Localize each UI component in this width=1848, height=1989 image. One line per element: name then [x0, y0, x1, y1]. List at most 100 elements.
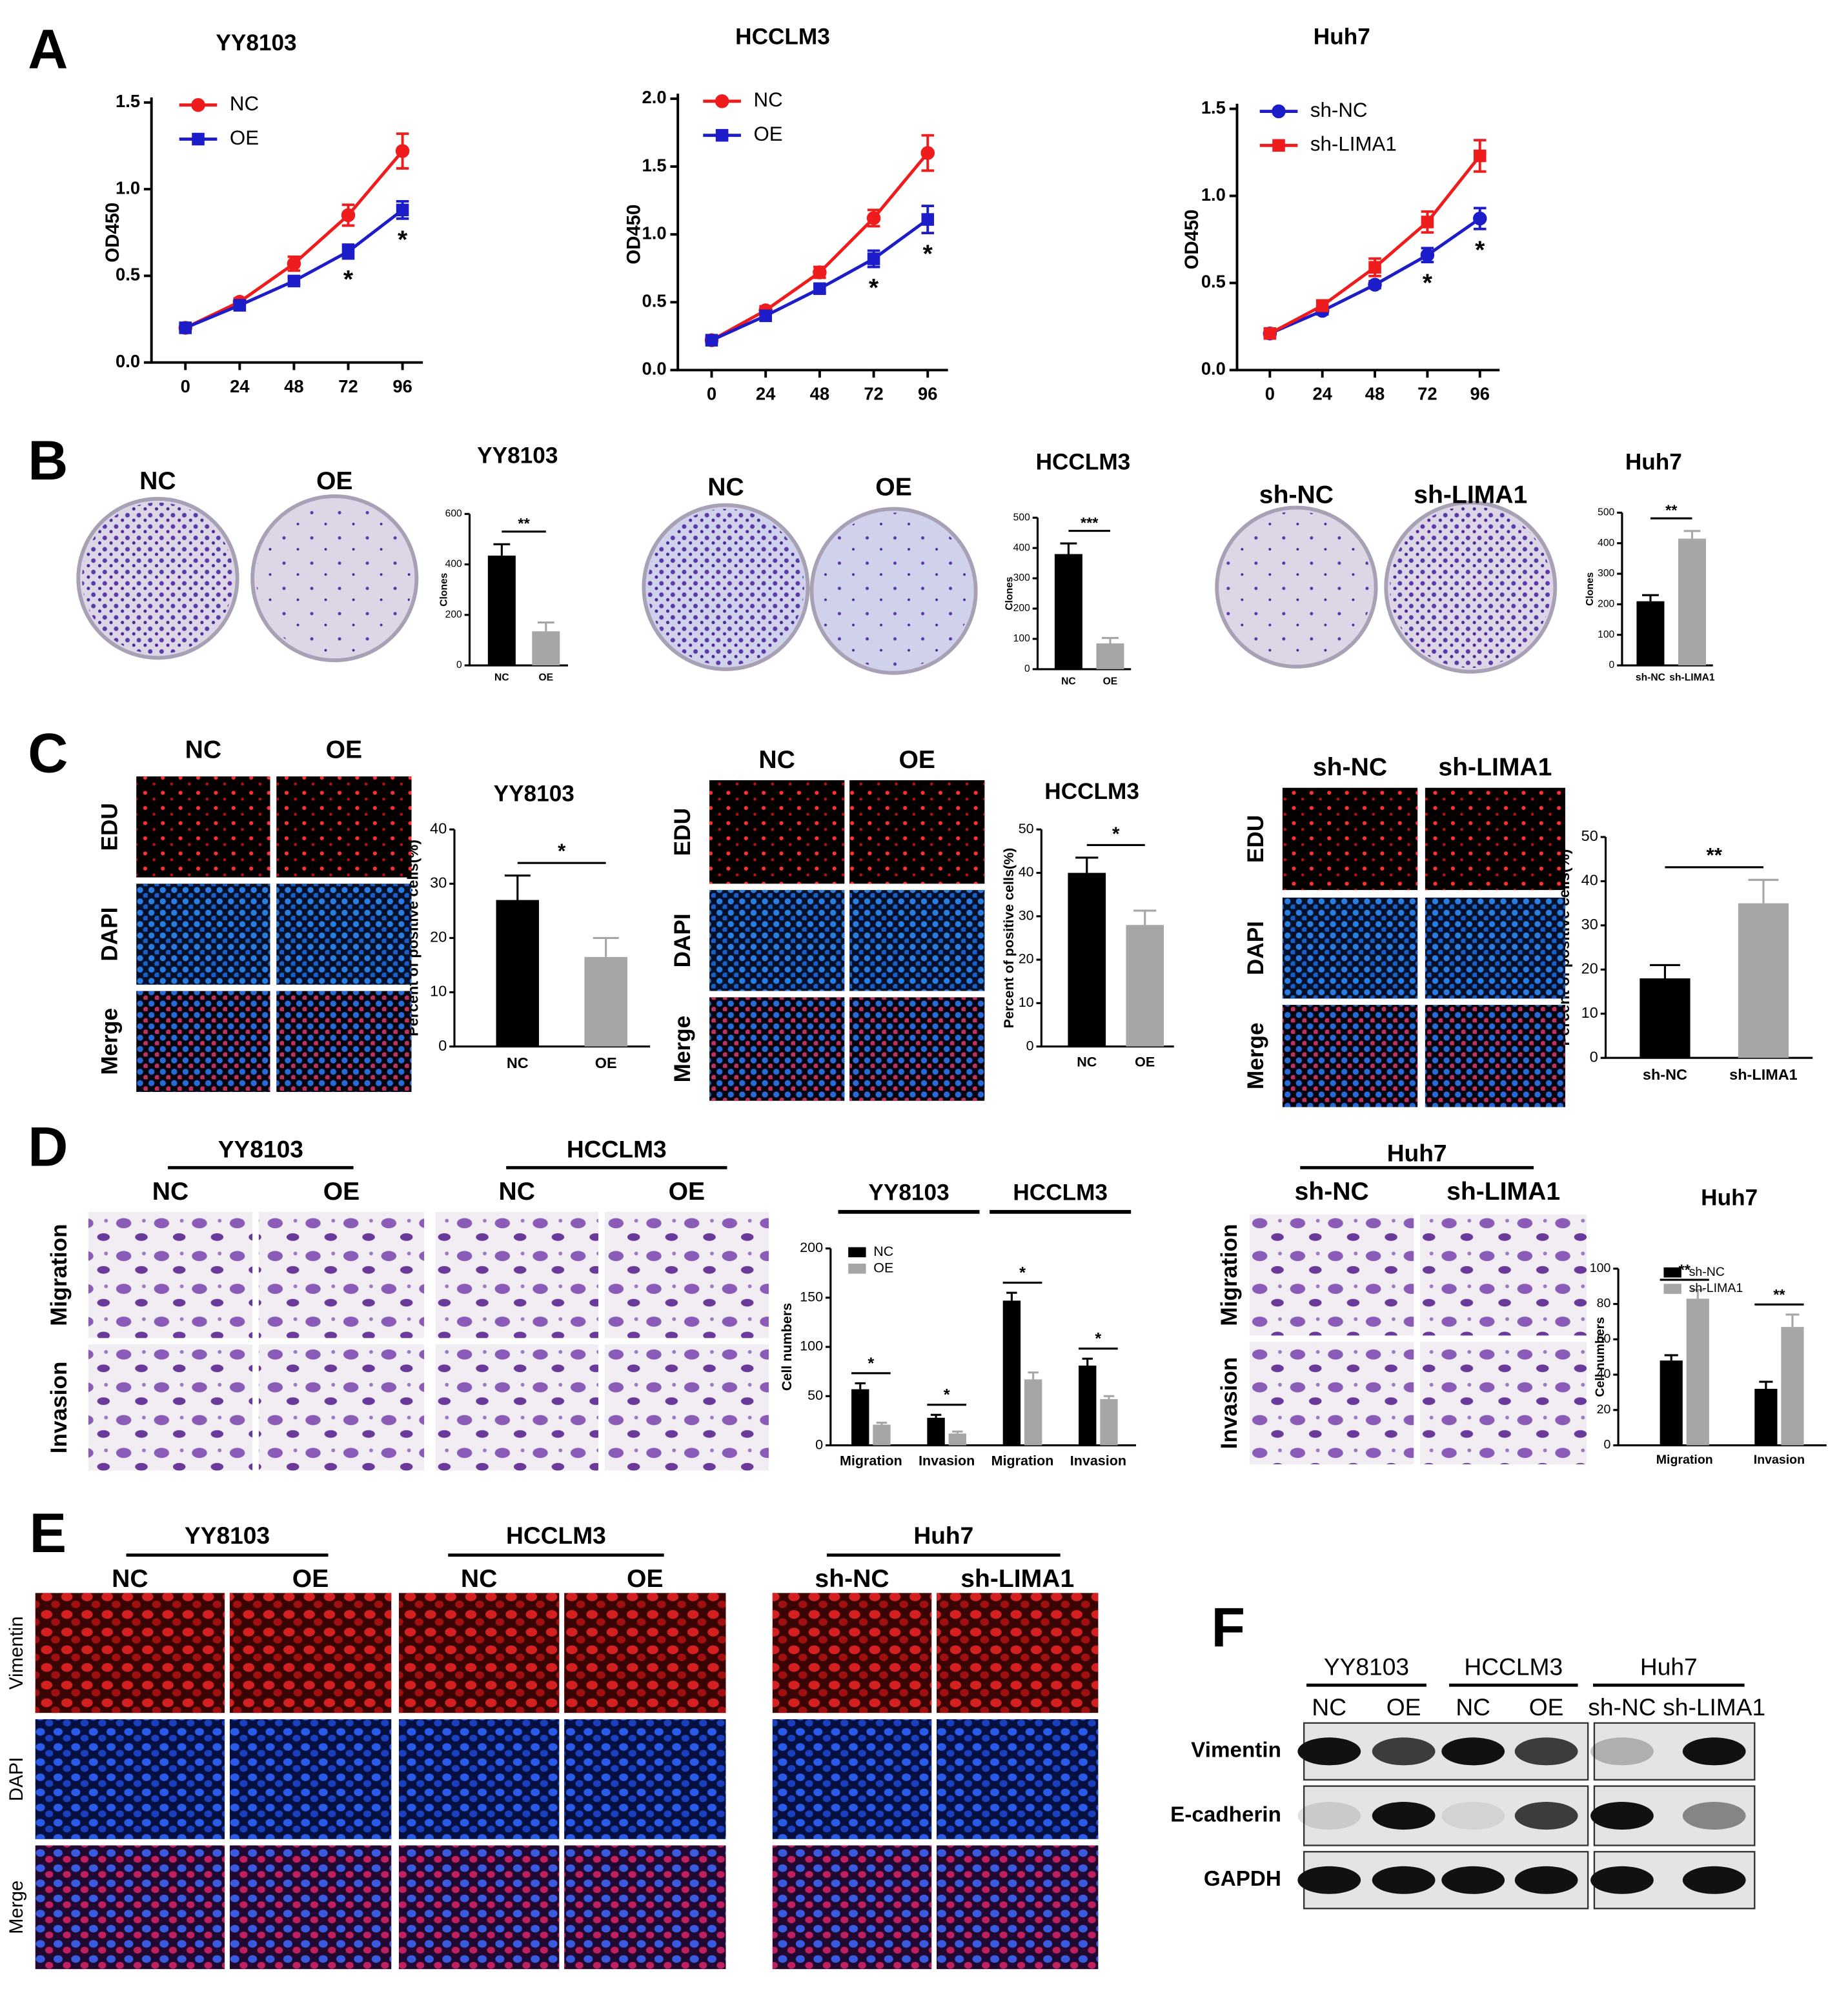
micrograph-texture — [772, 1845, 932, 1970]
micrograph-texture — [435, 1344, 598, 1471]
significance: *** — [1081, 514, 1099, 531]
column-label: sh-NC — [1313, 754, 1387, 782]
marker — [1472, 211, 1487, 226]
blot-band — [1514, 1802, 1578, 1830]
error-bar — [876, 1421, 888, 1425]
marker — [395, 144, 410, 158]
x-tick-label: Migration — [1656, 1453, 1713, 1467]
micrograph-texture — [136, 776, 270, 878]
marker — [1421, 216, 1434, 228]
legend-marker — [191, 97, 205, 112]
error-bar — [1103, 1395, 1115, 1399]
column-label: OE — [326, 736, 363, 763]
y-tick-label: 100 — [1590, 1261, 1611, 1275]
blot-band — [1682, 1866, 1746, 1894]
column-label: OE — [669, 1178, 706, 1206]
y-tick-label: 0.0 — [642, 359, 667, 379]
y-tick-label: 0.5 — [116, 265, 140, 285]
significance: * — [1112, 823, 1120, 845]
error-bar — [1060, 542, 1077, 554]
marker — [1368, 278, 1382, 292]
legend-marker — [1272, 104, 1286, 119]
blot-band — [1297, 1802, 1361, 1830]
bar — [927, 1417, 945, 1446]
blot-band — [1514, 1737, 1578, 1766]
micrograph-texture — [276, 883, 412, 985]
blot-band — [1372, 1737, 1436, 1766]
marker — [813, 265, 827, 279]
lane-label: NC — [1456, 1693, 1490, 1721]
error-bar — [1759, 1380, 1773, 1389]
marker — [866, 211, 881, 225]
bar — [496, 900, 540, 1047]
series-line — [185, 150, 404, 330]
y-tick-label: 500 — [1598, 507, 1614, 518]
row-label: GAPDH — [1204, 1867, 1281, 1891]
significance: * — [343, 266, 354, 294]
column-label: NC — [112, 1565, 148, 1593]
blot-band — [1682, 1737, 1746, 1766]
x-tick-label: 48 — [1365, 384, 1385, 404]
y-tick-label: 400 — [1598, 538, 1614, 549]
error-bar — [504, 874, 531, 900]
legend-marker — [1272, 139, 1285, 152]
error-bar — [593, 936, 619, 957]
bar — [1686, 1298, 1709, 1446]
micrograph-texture — [849, 890, 985, 991]
y-tick-label: 200 — [1598, 598, 1614, 609]
x-tick-label: Invasion — [919, 1453, 975, 1469]
row-label: DAPI — [670, 913, 695, 967]
row-label: Merge — [6, 1881, 27, 1934]
micrograph-texture — [229, 1593, 392, 1713]
marker — [233, 299, 247, 312]
column-label: NC — [707, 474, 744, 501]
micrograph-texture — [136, 883, 270, 985]
error-bar — [493, 543, 511, 556]
marker — [920, 146, 935, 160]
legend-label: sh-LIMA1 — [1310, 133, 1397, 156]
bar — [584, 956, 627, 1047]
row-label: DAPI — [1243, 921, 1268, 975]
significance: * — [1423, 270, 1433, 298]
legend-label: NC — [230, 92, 259, 115]
x-tick-label: 0 — [1265, 384, 1275, 404]
y-tick-label: 0.5 — [1201, 272, 1226, 292]
bar — [1678, 538, 1706, 666]
micrograph-texture — [564, 1845, 726, 1970]
legend-label: NC — [873, 1244, 893, 1259]
bar — [1068, 873, 1106, 1047]
bar — [487, 555, 516, 666]
marker — [813, 282, 826, 296]
blot-band — [1441, 1737, 1505, 1766]
blot-band — [1297, 1737, 1361, 1766]
micrograph-texture — [937, 1845, 1099, 1970]
group-title: Huh7 — [1387, 1140, 1447, 1167]
legend-label: OE — [230, 126, 259, 149]
y-axis-label: Cell numbers — [1593, 1317, 1607, 1397]
micrograph-texture — [258, 1211, 425, 1338]
error-bar — [855, 1382, 866, 1389]
x-tick-label: sh-LIMA1 — [1729, 1066, 1798, 1083]
marker — [287, 274, 301, 288]
micrograph-texture — [398, 1719, 560, 1839]
legend-swatch — [848, 1247, 866, 1258]
micrograph-texture — [136, 991, 270, 1093]
bar — [948, 1433, 967, 1446]
column-label: sh-NC — [1259, 481, 1334, 509]
legend-marker — [715, 94, 729, 108]
legend-label: OE — [873, 1260, 893, 1275]
blot-band — [1682, 1802, 1746, 1830]
chart-title: Huh7 — [1314, 24, 1370, 49]
y-tick-label: 0 — [1026, 1038, 1034, 1053]
error-bar — [1133, 909, 1157, 925]
y-tick-label: 20 — [1597, 1402, 1611, 1417]
y-tick-label: 10 — [1581, 1004, 1598, 1021]
x-tick-label: NC — [1061, 676, 1076, 687]
micrograph-texture — [937, 1593, 1099, 1713]
micrograph-texture — [564, 1719, 726, 1839]
significance: * — [1475, 236, 1485, 264]
x-tick-label: sh-NC — [1636, 672, 1665, 683]
series-line — [1269, 154, 1481, 335]
y-axis-label: Clones — [1585, 572, 1596, 605]
